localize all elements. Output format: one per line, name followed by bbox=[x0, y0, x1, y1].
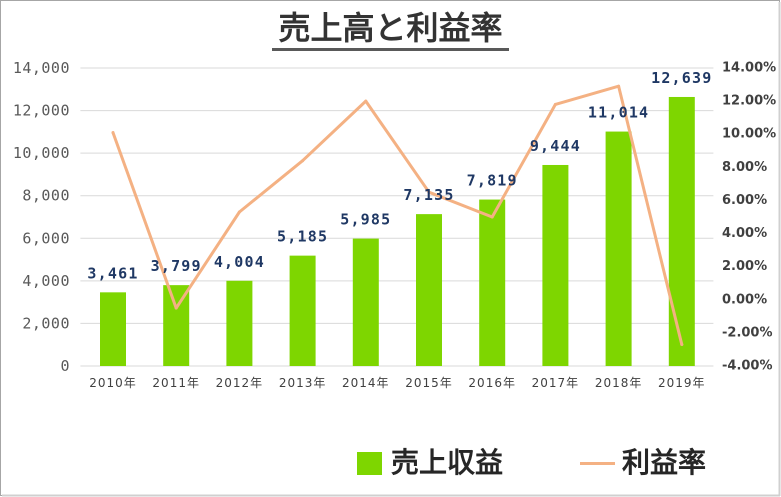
sales-bar-3 bbox=[289, 255, 316, 366]
y-left-tick-0: 0 bbox=[60, 357, 70, 375]
data-label-5: 7,135 bbox=[403, 186, 454, 204]
margin-point-4 bbox=[364, 99, 368, 103]
y-right-tick-0: -4.00% bbox=[722, 359, 773, 374]
y-right-tick-4: 4.00% bbox=[722, 226, 767, 241]
sales-bar-0 bbox=[100, 292, 126, 366]
y-right-tick-6: 8.00% bbox=[722, 160, 767, 175]
x-tick-1: 2011年 bbox=[152, 376, 200, 390]
sales-bar-9 bbox=[668, 96, 695, 367]
data-label-1: 3,799 bbox=[151, 257, 202, 275]
legend-label-sales: 売上収益 bbox=[391, 446, 504, 479]
sales-bar-4 bbox=[352, 238, 379, 366]
margin-point-1 bbox=[174, 306, 178, 310]
margin-point-2 bbox=[237, 210, 241, 214]
y-right-tick-8: 12.00% bbox=[722, 94, 776, 109]
y-left-tick-3: 6,000 bbox=[22, 229, 70, 247]
data-label-6: 7,819 bbox=[467, 172, 518, 190]
y-right-tick-5: 6.00% bbox=[722, 193, 767, 208]
sales-bar-7 bbox=[542, 164, 569, 366]
data-label-7: 9,444 bbox=[530, 137, 581, 155]
x-tick-2: 2012年 bbox=[216, 376, 264, 390]
data-label-4: 5,985 bbox=[340, 211, 391, 229]
sales-bar-6 bbox=[479, 199, 506, 366]
legend-swatch-margin bbox=[580, 462, 615, 465]
y-left-tick-1: 2,000 bbox=[22, 314, 70, 332]
legend-swatch-sales bbox=[357, 452, 382, 475]
y-left-tick-5: 10,000 bbox=[13, 144, 70, 162]
y-left-tick-6: 12,000 bbox=[13, 102, 70, 120]
y-right-tick-9: 14.00% bbox=[722, 61, 776, 76]
x-tick-3: 2013年 bbox=[279, 376, 327, 390]
sales-bar-8 bbox=[605, 131, 632, 366]
margin-point-8 bbox=[617, 84, 621, 88]
y-left-tick-2: 4,000 bbox=[22, 272, 70, 290]
data-label-8: 11,014 bbox=[588, 104, 649, 122]
y-left-tick-4: 8,000 bbox=[22, 187, 70, 205]
margin-point-3 bbox=[301, 159, 305, 163]
x-tick-8: 2018年 bbox=[595, 376, 643, 390]
data-label-9: 12,639 bbox=[651, 69, 712, 87]
margin-line bbox=[111, 84, 684, 346]
margin-point-5 bbox=[427, 190, 431, 194]
x-tick-7: 2017年 bbox=[532, 376, 580, 390]
x-tick-4: 2014年 bbox=[342, 376, 390, 390]
data-label-2: 4,004 bbox=[214, 253, 265, 271]
data-label-0: 3,461 bbox=[87, 264, 138, 282]
x-tick-9: 2019年 bbox=[658, 376, 706, 390]
chart-title: 売上高と利益率 bbox=[272, 9, 509, 51]
margin-point-0 bbox=[111, 131, 115, 135]
x-tick-5: 2015年 bbox=[405, 376, 453, 390]
sales-bar-5 bbox=[416, 214, 442, 366]
x-tick-0: 2010年 bbox=[89, 376, 137, 390]
x-tick-6: 2016年 bbox=[468, 376, 516, 390]
chart-title-container: 売上高と利益率 bbox=[0, 8, 781, 54]
y-right-tick-7: 10.00% bbox=[722, 127, 776, 142]
sales-bar-1 bbox=[163, 285, 190, 366]
y-left-tick-7: 14,000 bbox=[13, 59, 70, 77]
sales-bar-2 bbox=[226, 280, 253, 366]
data-label-3: 5,185 bbox=[277, 228, 328, 246]
margin-point-7 bbox=[553, 102, 557, 106]
legend-label-margin: 利益率 bbox=[622, 446, 707, 479]
y-right-tick-3: 2.00% bbox=[722, 259, 767, 274]
y-right-tick-1: -2.00% bbox=[722, 325, 773, 340]
margin-point-6 bbox=[490, 215, 494, 219]
y-right-tick-2: 0.00% bbox=[722, 292, 767, 307]
margin-point-9 bbox=[680, 342, 684, 346]
